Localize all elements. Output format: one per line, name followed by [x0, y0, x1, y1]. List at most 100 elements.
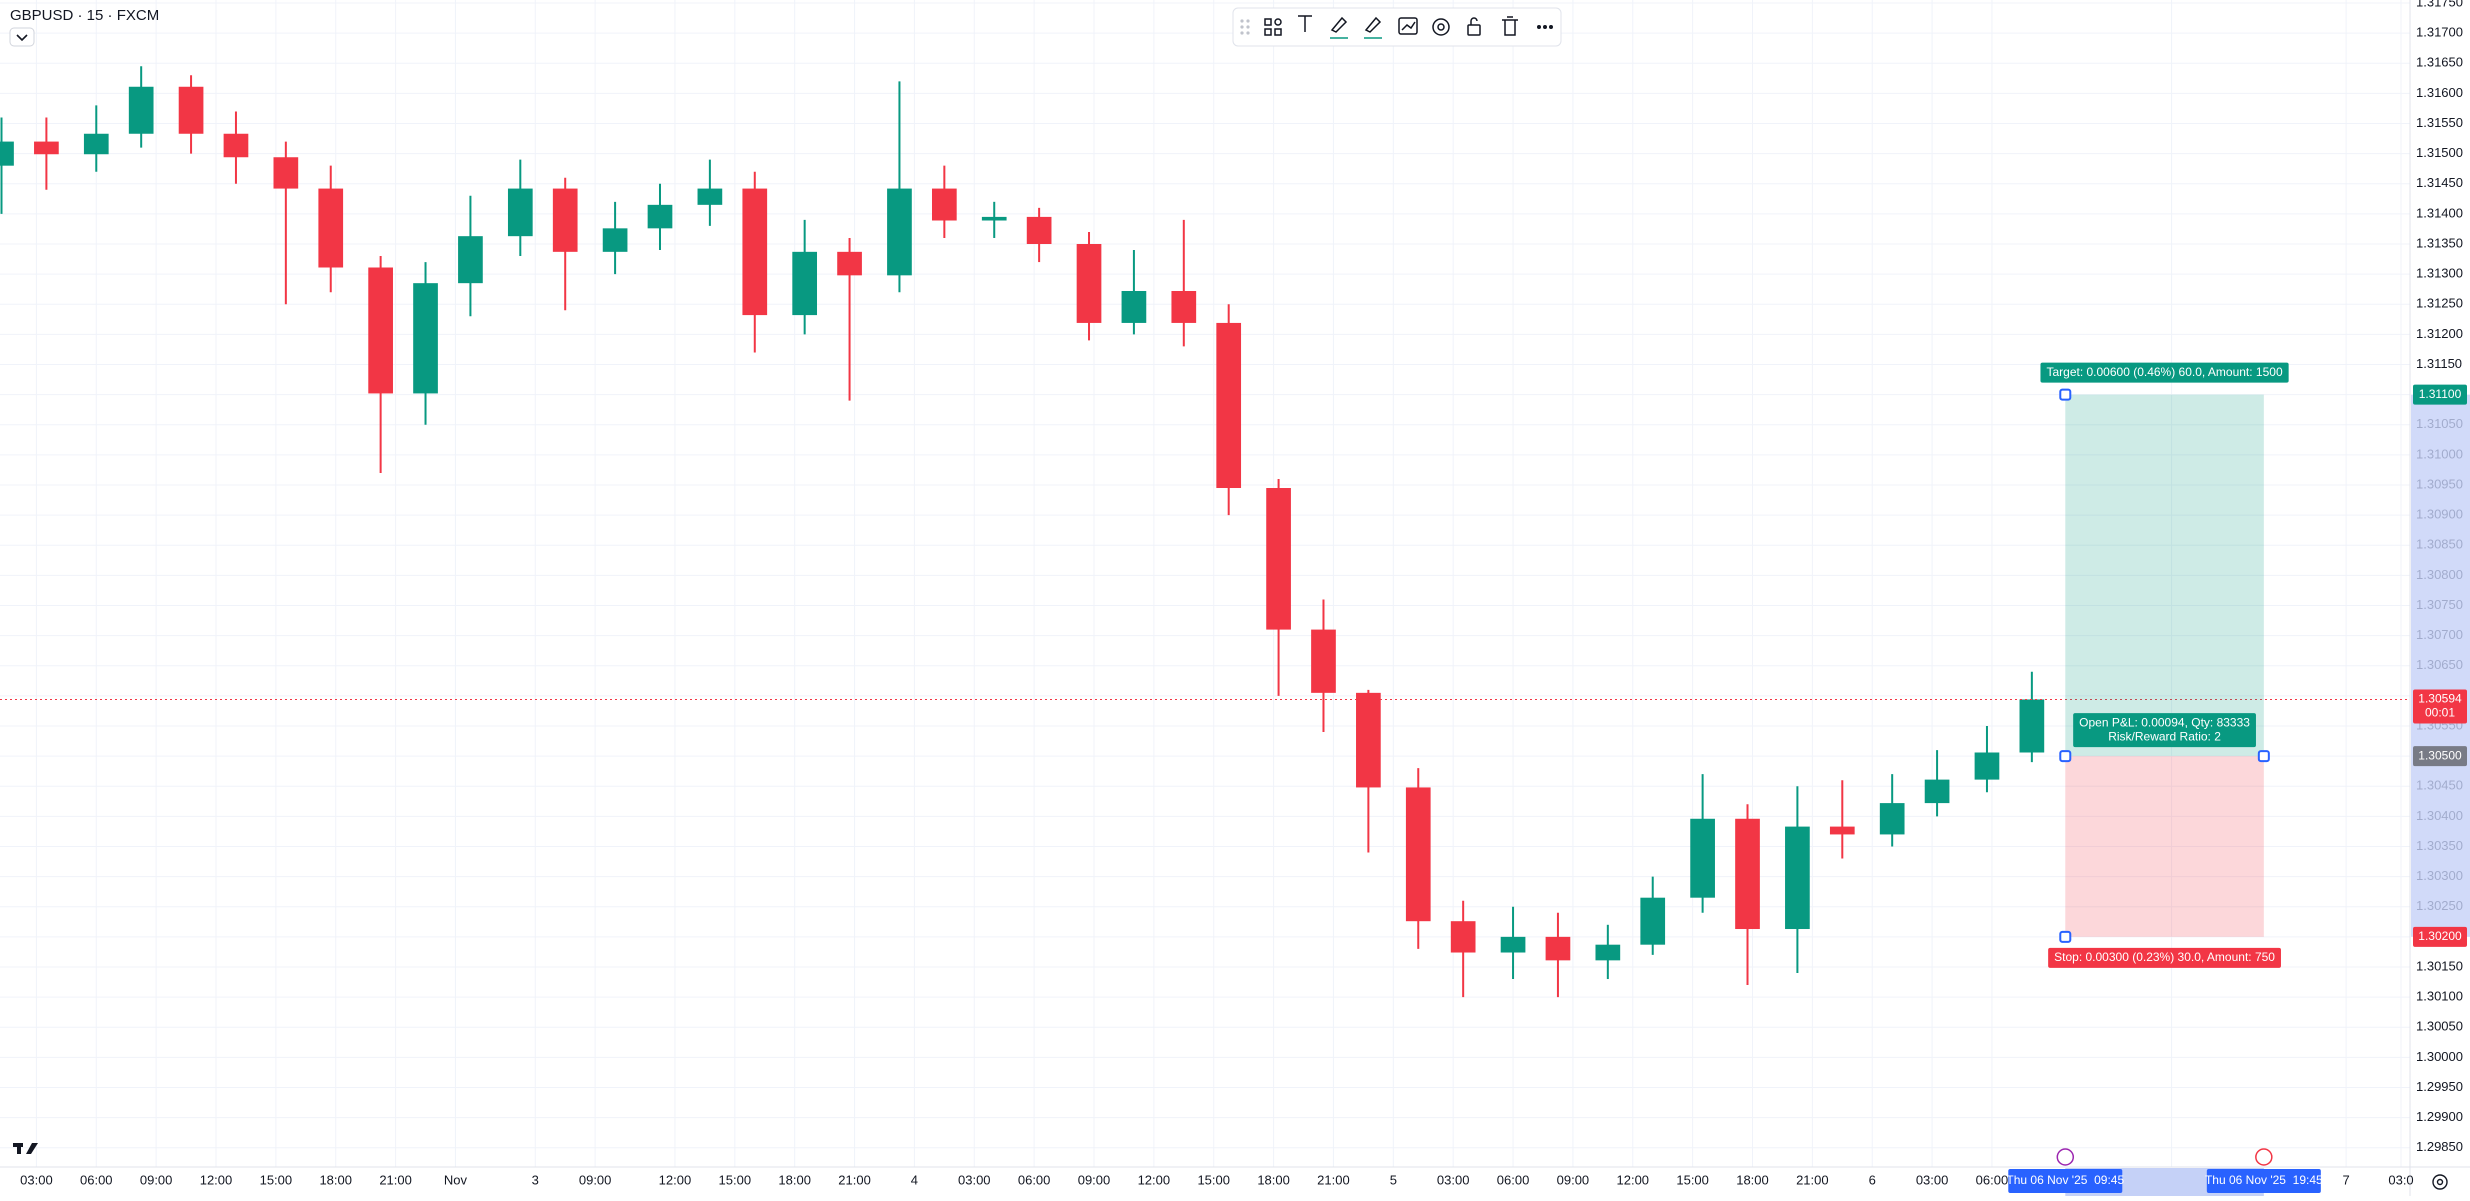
stop-price-badge — [2413, 926, 2467, 947]
candle-body — [83, 133, 109, 155]
target-price-badge-text: 1.31100 — [2419, 387, 2462, 401]
settings-chart-button[interactable] — [1398, 17, 1418, 35]
x-tick-label: 18:00 — [1257, 1172, 1290, 1187]
pnl-label-text: Open P&L: 0.00094, Qty: 83333 — [2079, 715, 2250, 729]
candle-body — [1735, 818, 1760, 930]
candle-body — [1216, 322, 1242, 489]
x-tick-label: 09:00 — [140, 1172, 173, 1187]
x-tick-label: 03:00 — [1437, 1172, 1470, 1187]
candle-body — [223, 133, 249, 158]
drag-handle — [2059, 750, 2072, 763]
target-label: Target: 0.00600 (0.46%) 60.0, Amount: 15… — [2040, 362, 2289, 383]
candle-body — [931, 188, 957, 221]
drawing-toolbar — [1232, 7, 1562, 47]
x-tick-label: 6 — [1869, 1172, 1876, 1187]
candle-body — [1450, 921, 1476, 953]
candle-body — [837, 251, 862, 276]
y-tick-label: 1.31700 — [2416, 25, 2463, 40]
candle-body — [1171, 290, 1197, 323]
candle-body — [2019, 699, 2045, 753]
x-tick-label: 18:00 — [1736, 1172, 1769, 1187]
x-tick-label: 15:00 — [719, 1172, 752, 1187]
y-tick-label: 1.31400 — [2416, 205, 2463, 220]
drag-handle — [2059, 930, 2072, 943]
y-tick-label: 1.30050 — [2416, 1019, 2463, 1034]
x-tick-label: 06:00 — [1018, 1172, 1051, 1187]
y-tick-label: 1.31600 — [2416, 85, 2463, 100]
template-button[interactable] — [1264, 18, 1282, 36]
x-tick-label: 21:00 — [379, 1172, 412, 1187]
x-tick-label: 15:00 — [1197, 1172, 1230, 1187]
x-tick-label: 12:00 — [1617, 1172, 1650, 1187]
countdown-text: 00:01 — [2425, 706, 2455, 720]
candle-body — [647, 204, 673, 229]
line-color-button[interactable] — [1330, 16, 1348, 39]
x-tick-label: 06:00 — [80, 1172, 113, 1187]
candle-body — [1311, 629, 1336, 693]
y-tick-label: 1.31500 — [2416, 145, 2463, 160]
x-tick-label: 12:00 — [659, 1172, 692, 1187]
candle-body — [1026, 216, 1052, 245]
x-tick-label: 3 — [532, 1172, 539, 1187]
time-mark-badge — [2008, 1169, 2123, 1193]
symbol-title: GBPUSD · 15 · FXCM — [10, 7, 159, 24]
candle-body — [887, 188, 912, 276]
time-mark-badge — [2206, 1169, 2321, 1193]
lock-button[interactable] — [1467, 17, 1481, 36]
delete-button[interactable] — [1502, 16, 1518, 36]
x-tick-label: 21:00 — [1317, 1172, 1350, 1187]
last-price-text: 1.30594 — [2418, 692, 2462, 706]
candle-body — [1974, 752, 2000, 780]
x-tick-label: 15:00 — [260, 1172, 293, 1187]
y-tick-label: 1.30000 — [2416, 1049, 2463, 1064]
event-icon — [2056, 1148, 2075, 1166]
stop-label-bg — [2048, 947, 2281, 968]
candle-body — [552, 188, 578, 252]
candle-body — [507, 188, 533, 237]
candle-body — [1266, 488, 1291, 630]
fill-color-button[interactable] — [1364, 16, 1382, 39]
x-tick-label: 15:00 — [1676, 1172, 1709, 1187]
time-mark-text: Thu 06 Nov '25 09:45 — [2006, 1173, 2124, 1187]
candle-body — [1924, 779, 1950, 804]
y-tick-label: 1.29850 — [2416, 1139, 2463, 1154]
y-tick-label: 1.30150 — [2416, 958, 2463, 973]
x-tick-label: 18:00 — [319, 1172, 352, 1187]
x-tick-label: 03:00 — [1916, 1172, 1949, 1187]
text-button[interactable] — [1298, 15, 1312, 32]
more-button[interactable] — [1537, 25, 1553, 29]
axis-settings-button[interactable] — [2432, 1174, 2448, 1190]
candle-body — [1405, 787, 1431, 922]
collapse-button[interactable] — [9, 27, 35, 47]
loss-zone — [2065, 756, 2264, 937]
y-tick-label: 1.30100 — [2416, 989, 2463, 1004]
candle-body — [742, 188, 768, 316]
stop-label: Stop: 0.00300 (0.23%) 30.0, Amount: 750 — [2048, 947, 2281, 968]
candle-body — [1500, 936, 1526, 953]
candle-body — [368, 267, 393, 394]
x-tick-label: 7 — [2343, 1172, 2350, 1187]
y-tick-label: 1.31350 — [2416, 235, 2463, 250]
candle-body — [1356, 692, 1381, 788]
y-tick-label: 1.31450 — [2416, 175, 2463, 190]
candle-body — [1076, 244, 1102, 323]
x-tick-label: 06:00 — [1976, 1172, 2009, 1187]
y-tick-label: 1.31550 — [2416, 115, 2463, 130]
candle-body — [0, 141, 14, 166]
settings-button[interactable] — [1432, 18, 1450, 36]
candle-body — [981, 216, 1007, 221]
y-tick-label: 1.31650 — [2416, 55, 2463, 70]
candle-body — [1879, 803, 1905, 835]
entry-price-badge-text: 1.30500 — [2418, 748, 2462, 762]
candle-body — [128, 86, 154, 134]
candle-body — [1785, 826, 1810, 930]
candle-body — [1829, 826, 1855, 835]
y-tick-label: 1.31150 — [2416, 356, 2462, 371]
x-tick-label: 21:00 — [1796, 1172, 1829, 1187]
plot: Target: 0.00600 (0.46%) 60.0, Amount: 15… — [0, 66, 2410, 998]
last-price-badge — [2413, 689, 2467, 724]
candle-body — [697, 188, 723, 205]
x-tick-label: 5 — [1390, 1172, 1397, 1187]
target-price-badge — [2413, 384, 2467, 405]
